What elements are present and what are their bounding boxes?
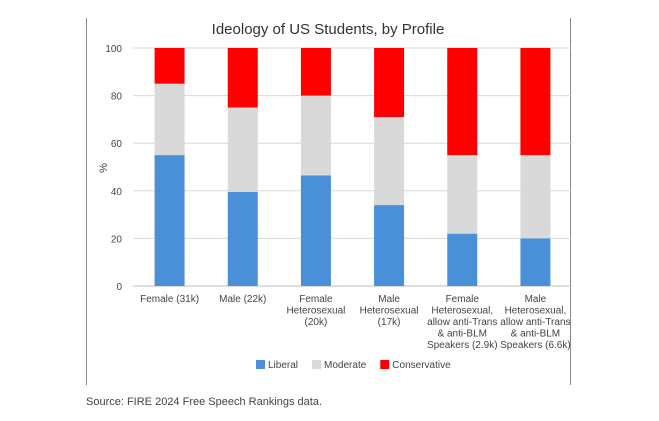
bar-moderate bbox=[374, 117, 405, 206]
gridlines bbox=[133, 47, 572, 287]
y-tick-label: 40 bbox=[111, 187, 123, 198]
x-tick-label: Male Heterosexual, allow anti-Trans & anti-… bbox=[500, 294, 571, 351]
bar-liberal bbox=[374, 205, 405, 286]
x-tick-label: Female (31k) bbox=[140, 294, 199, 305]
bar-conservative bbox=[447, 48, 478, 156]
y-tick-label: 80 bbox=[111, 92, 123, 103]
bar-moderate bbox=[520, 155, 551, 239]
y-tick-label: 60 bbox=[111, 139, 123, 150]
chart-title: Ideology of US Students, by Profile bbox=[212, 21, 445, 38]
bar-conservative bbox=[300, 48, 331, 96]
bar-liberal bbox=[447, 233, 478, 286]
chart-frame: Ideology of US Students, by Profile % 0 2… bbox=[86, 18, 572, 385]
legend-label-moderate: Moderate bbox=[324, 360, 367, 371]
legend-swatch-conservative bbox=[380, 360, 390, 369]
y-tick-label: 0 bbox=[116, 282, 122, 293]
bar-liberal bbox=[227, 191, 258, 286]
legend-swatch-moderate bbox=[312, 360, 322, 369]
legend-swatch-liberal bbox=[256, 360, 265, 369]
bar-moderate bbox=[154, 83, 185, 156]
legend-label-liberal: Liberal bbox=[268, 360, 298, 371]
legend-label-conservative: Conservative bbox=[392, 360, 451, 371]
y-tick-label: 100 bbox=[105, 44, 122, 55]
bar-liberal bbox=[154, 155, 185, 286]
bar-conservative bbox=[374, 48, 405, 118]
bar-conservative bbox=[227, 48, 258, 108]
bar-moderate bbox=[447, 155, 478, 234]
x-tick-label: Male Heterosexual (17k) bbox=[360, 294, 419, 328]
x-tick-label: Female Heterosexual, allow anti-Trans & ant… bbox=[427, 294, 498, 351]
y-axis-label: % bbox=[98, 163, 110, 173]
x-tick-label: Male (22k) bbox=[219, 294, 266, 305]
bar-conservative bbox=[520, 48, 551, 156]
legend: Liberal Moderate Conservative bbox=[256, 360, 451, 371]
bar-conservative bbox=[154, 48, 185, 84]
stacked-bar-chart: Ideology of US Students, by Profile % 0 2… bbox=[98, 21, 572, 371]
source-note: Source: FIRE 2024 Free Speech Rankings d… bbox=[86, 396, 323, 408]
x-tick-label: Female Heterosexual (20k) bbox=[286, 294, 345, 328]
bar-moderate bbox=[300, 95, 331, 176]
axis-ticks: 0 20 40 60 80 100 Female (31k) Male (22k) Female… bbox=[105, 44, 570, 351]
y-tick-label: 20 bbox=[111, 234, 123, 245]
bars bbox=[154, 48, 551, 286]
bar-moderate bbox=[227, 107, 258, 192]
bar-liberal bbox=[520, 238, 551, 286]
bar-liberal bbox=[300, 175, 331, 286]
